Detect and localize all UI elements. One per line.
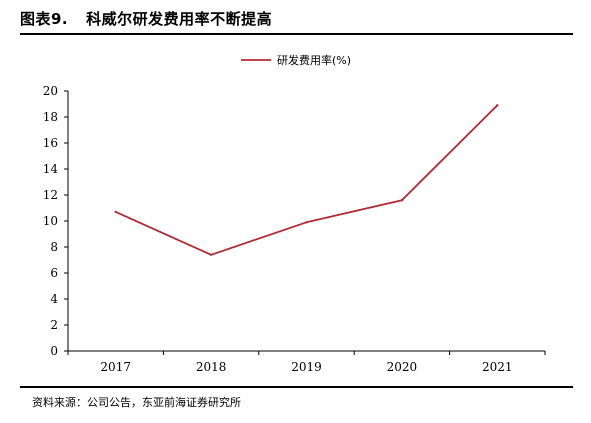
figure-number: 图表9. <box>20 10 69 28</box>
figure-title-text: 科威尔研发费用率不断提高 <box>86 10 273 28</box>
data-point <box>305 221 308 224</box>
y-tick-label: 18 <box>43 110 58 124</box>
chart-marks <box>114 104 499 256</box>
figure-title: 图表9. 科威尔研发费用率不断提高 <box>20 8 272 29</box>
y-tick-label: 8 <box>50 240 58 254</box>
y-tick-label: 14 <box>43 162 59 176</box>
data-point <box>114 210 117 214</box>
y-tick-label: 4 <box>50 292 58 306</box>
x-tick-label: 2017 <box>100 360 131 374</box>
legend-label: 研发费用率(%) <box>277 53 351 67</box>
bottom-rule <box>20 386 573 388</box>
y-tick-label: 16 <box>43 136 58 150</box>
series-line <box>115 104 498 256</box>
y-tick-label: 20 <box>43 84 58 98</box>
source-note: 资料来源：公司公告，东亚前海证券研究所 <box>32 396 241 409</box>
top-rule <box>20 33 573 35</box>
x-tick-label: 2021 <box>482 360 513 374</box>
y-tick-label: 10 <box>43 214 58 228</box>
x-tick-label: 2019 <box>291 360 322 374</box>
x-tick-label: 2018 <box>196 360 227 374</box>
data-point <box>400 199 404 202</box>
x-tick-label: 2020 <box>387 360 418 374</box>
chart-axes: 0 2 4 6 8 10 12 14 16 18 20 2017 2018 2019 2020 2021 <box>43 84 546 374</box>
y-tick-label: 12 <box>43 188 58 202</box>
legend: 研发费用率(%) <box>241 53 351 67</box>
y-tick-label: 6 <box>50 266 58 280</box>
y-tick-label: 0 <box>50 344 58 358</box>
data-point <box>209 253 213 256</box>
y-tick-label: 2 <box>50 318 58 332</box>
data-point <box>496 104 499 107</box>
